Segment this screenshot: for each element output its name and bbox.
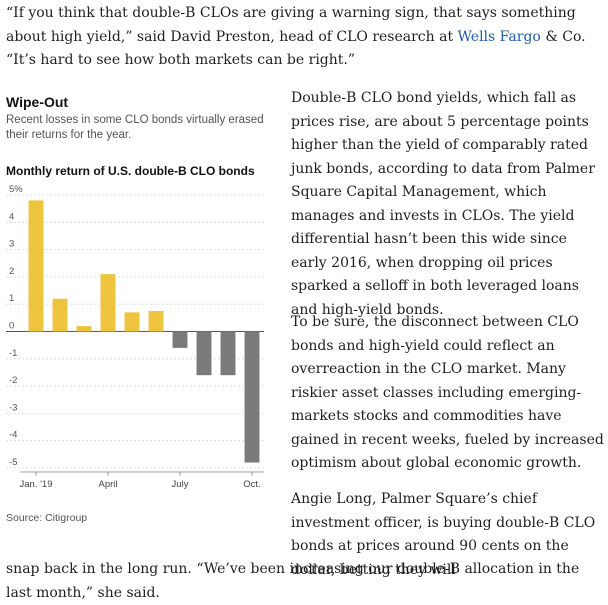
y-tick-label: 2: [9, 266, 14, 277]
y-tick-label: 0: [9, 321, 14, 332]
y-tick-label: 3: [9, 239, 14, 250]
bar: [100, 274, 116, 332]
graphic-subtitle: Recent losses in some CLO bonds virtuall…: [6, 114, 264, 141]
chart-source: Source: Citigroup: [6, 512, 88, 524]
article-paragraph-disconnect: To be sure, the disconnect between CLO b…: [291, 314, 604, 471]
x-tick-label: July: [172, 479, 189, 490]
bar: [148, 311, 164, 332]
bar: [196, 331, 212, 376]
article-paragraph-yields: Double-B CLO bond yields, which fall as …: [291, 90, 595, 318]
bar: [220, 331, 236, 376]
bar: [76, 326, 92, 332]
bar: [52, 298, 68, 332]
bar: [124, 312, 140, 332]
chart-label: Monthly return of U.S. double-B CLO bond…: [6, 164, 255, 178]
y-tick-label: 5%: [9, 185, 23, 195]
bar: [172, 331, 188, 348]
y-tick-label: -2: [9, 375, 17, 386]
y-tick-label: -3: [9, 402, 17, 413]
x-tick-label: Oct.: [243, 479, 260, 490]
wells-fargo-link[interactable]: Wells Fargo: [457, 28, 541, 45]
bar: [244, 331, 260, 463]
y-tick-label: -5: [9, 457, 17, 468]
graphic-title: Wipe-Out: [6, 94, 69, 110]
y-tick-label: 4: [9, 211, 14, 222]
x-tick-label: April: [98, 479, 117, 490]
x-tick-label: Jan. '19: [20, 479, 53, 490]
article-paragraph-intro: “If you think that double-B CLOs are giv…: [6, 5, 586, 68]
article-paragraph-angie-long: Angie Long, Palmer Square’s chief invest…: [291, 491, 596, 578]
y-tick-label: 1: [9, 293, 14, 304]
article-paragraph-closing: snap back in the long run. “We’ve been i…: [6, 561, 580, 601]
bar: [28, 200, 44, 332]
y-tick-label: -1: [9, 348, 17, 359]
y-tick-label: -4: [9, 430, 17, 441]
